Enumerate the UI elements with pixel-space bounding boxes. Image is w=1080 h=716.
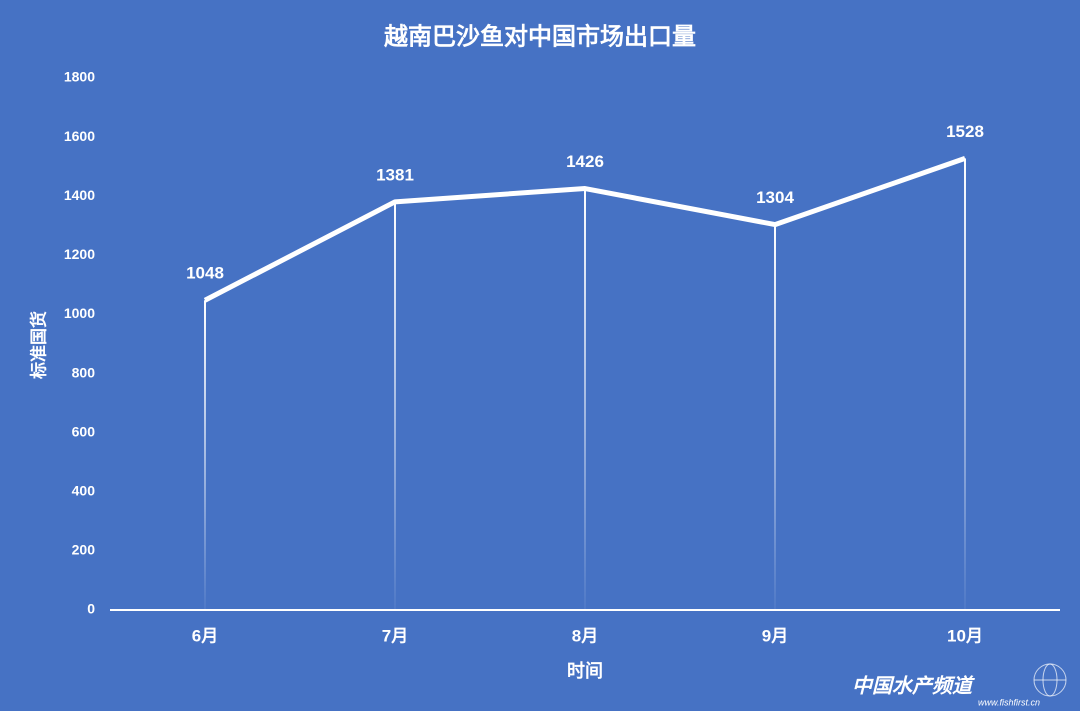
drop-line [584,188,586,610]
data-label: 1381 [376,165,414,184]
x-tick-label: 8月 [572,626,598,645]
y-tick-label: 200 [72,542,96,558]
data-label: 1304 [756,188,794,207]
x-tick-label: 7月 [382,626,408,645]
y-axis-label: 标准国货 [28,311,48,379]
chart-title: 越南巴沙鱼对中国市场出口量 [384,22,696,50]
drop-line [964,158,966,610]
x-tick-label: 9月 [762,626,788,645]
y-tick-label: 1200 [64,246,95,262]
watermark-url: www.fishfirst.cn [978,697,1040,707]
y-tick-label: 1000 [64,305,95,321]
data-label: 1048 [186,264,224,283]
y-tick-label: 1800 [64,69,95,85]
y-tick-label: 1400 [64,187,95,203]
watermark-globe [1033,663,1067,697]
data-label: 1528 [946,122,984,141]
watermark: 中国水产频道 [852,674,975,697]
y-tick-label: 600 [72,423,96,439]
drop-line [394,201,396,611]
y-tick-label: 1600 [64,128,95,144]
x-tick-label: 10月 [947,626,983,645]
drop-line [774,224,776,610]
drop-line [204,300,206,610]
y-tick-label: 800 [72,364,96,380]
x-tick-label: 6月 [192,626,218,645]
y-tick-label: 0 [87,601,95,617]
x-axis-label: 时间 [567,661,603,681]
data-label: 1426 [566,152,604,171]
y-tick-label: 400 [72,482,96,498]
data-line [203,156,966,303]
